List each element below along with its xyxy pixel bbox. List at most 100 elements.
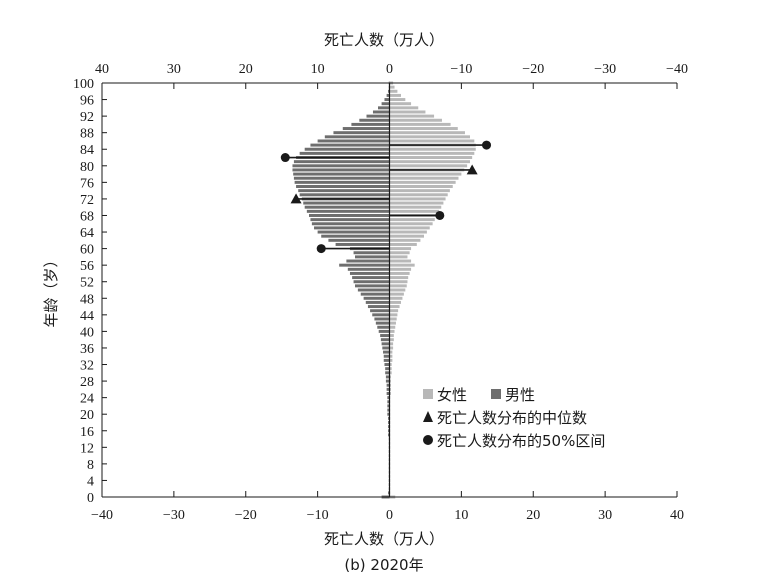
bar-female-age-75 <box>389 185 453 188</box>
bar-male-age-90 <box>351 122 390 126</box>
bar-male-age-38 <box>380 338 390 342</box>
interval-marker-男性-82 <box>280 153 290 163</box>
y-tick-label: 12 <box>80 441 94 456</box>
bar-male-age-17 <box>388 425 390 429</box>
y-tick-label: 96 <box>80 94 94 109</box>
bar-female-age-71 <box>389 201 444 205</box>
bar-female-age-63 <box>389 234 424 238</box>
bar-male-age-76 <box>294 180 390 184</box>
bar-female-age-89 <box>389 127 458 131</box>
bar-male-age-98 <box>388 89 390 93</box>
bar-male-age-74 <box>298 189 390 193</box>
y-tick-label: 56 <box>80 259 94 274</box>
bar-male-age-23 <box>387 400 390 404</box>
bar-female-age-80 <box>389 164 468 168</box>
bar-female-age-99 <box>389 85 395 89</box>
bar-female-age-57 <box>389 259 412 263</box>
bar-male-age-33 <box>383 358 390 362</box>
y-tick-label: 32 <box>80 359 94 374</box>
x-axis-bottom-title: 死亡人数（万人） <box>324 530 444 548</box>
bar-male-age-26 <box>386 387 390 391</box>
y-tick-label: 4 <box>87 474 94 489</box>
bar-male-age-35 <box>383 350 390 354</box>
bar-male-age-43 <box>374 317 390 321</box>
bar-male-age-31 <box>385 367 390 371</box>
bar-female-age-58 <box>389 255 408 259</box>
bar-female-age-96 <box>389 98 406 102</box>
bar-male-age-70 <box>304 205 390 209</box>
legend-label: 死亡人数分布的中位数 <box>437 409 587 427</box>
bar-male-age-21 <box>387 408 390 412</box>
bar-male-age-73 <box>299 193 390 197</box>
bar-male-age-46 <box>367 305 390 309</box>
bar-female-age-38 <box>389 338 394 342</box>
y-tick-label: 84 <box>80 143 94 158</box>
bar-female-age-98 <box>389 89 398 93</box>
bar-male-age-29 <box>385 375 390 379</box>
bar-male-age-58 <box>355 255 390 259</box>
legend-label: 男性 <box>505 386 535 404</box>
interval-marker-女性-68 <box>435 210 445 220</box>
bar-female-age-34 <box>389 354 393 358</box>
bar-female-age-82 <box>389 156 473 160</box>
bar-female-age-41 <box>389 325 396 329</box>
x-axis-top-title: 死亡人数（万人） <box>324 31 444 49</box>
bar-female-age-48 <box>389 296 403 300</box>
y-tick-label: 36 <box>80 342 94 357</box>
x-bottom-tick-label: 40 <box>670 508 684 523</box>
bar-female-age-90 <box>389 122 451 126</box>
bar-female-age-87 <box>389 135 470 139</box>
bar-female-age-70 <box>389 205 442 209</box>
bar-male-age-61 <box>335 242 390 246</box>
markers-layer <box>280 140 492 254</box>
x-bottom-tick-label: −40 <box>91 508 113 523</box>
bar-female-age-25 <box>389 392 391 395</box>
y-tick-label: 24 <box>80 392 94 407</box>
bar-male-age-52 <box>353 280 390 284</box>
bar-female-age-92 <box>389 114 435 118</box>
bar-male-age-94 <box>378 106 390 110</box>
bar-female-age-40 <box>389 329 395 333</box>
bar-female-age-62 <box>389 238 421 242</box>
bar-female-age-81 <box>389 160 470 164</box>
bar-male-age-34 <box>383 354 390 358</box>
bar-female-age-33 <box>389 358 393 362</box>
bar-female-age-45 <box>389 309 399 313</box>
x-bottom-tick-label: 20 <box>526 508 540 523</box>
bar-female-age-97 <box>389 93 401 97</box>
y-tick-label: 0 <box>87 491 94 506</box>
bar-male-age-57 <box>346 259 390 263</box>
x-bottom-tick-label: −10 <box>307 508 329 523</box>
bar-female-age-93 <box>389 110 426 114</box>
x-top-tick-label: −20 <box>522 62 544 77</box>
bar-female-age-83 <box>389 151 475 155</box>
bar-male-age-51 <box>355 284 390 288</box>
y-tick-label: 92 <box>80 110 94 125</box>
x-top-tick-label: 40 <box>95 62 109 77</box>
interval-marker-男性-60 <box>316 244 326 254</box>
x-top-tick-label: −40 <box>666 62 688 77</box>
bar-male-age-41 <box>377 325 390 329</box>
bar-female-age-56 <box>389 263 415 267</box>
x-bottom-tick-label: −30 <box>163 508 185 523</box>
bar-female-age-26 <box>389 387 391 391</box>
bar-male-age-67 <box>310 218 390 222</box>
x-bottom-tick-label: 30 <box>598 508 612 523</box>
y-tick-label: 88 <box>80 127 94 142</box>
bar-male-age-64 <box>317 230 390 234</box>
bar-male-age-18 <box>388 420 390 424</box>
bar-male-age-37 <box>381 342 390 346</box>
y-tick-label: 16 <box>80 425 94 440</box>
bar-female-age-64 <box>389 230 427 234</box>
bar-male-age-40 <box>378 329 390 333</box>
y-tick-label: 100 <box>73 77 94 92</box>
bar-female-age-29 <box>389 375 391 379</box>
bar-male-age-71 <box>303 201 390 205</box>
bar-female-age-39 <box>389 334 394 338</box>
bar-male-age-95 <box>381 102 390 106</box>
bar-male-age-66 <box>311 222 390 226</box>
legend-swatch-interval <box>423 435 433 445</box>
